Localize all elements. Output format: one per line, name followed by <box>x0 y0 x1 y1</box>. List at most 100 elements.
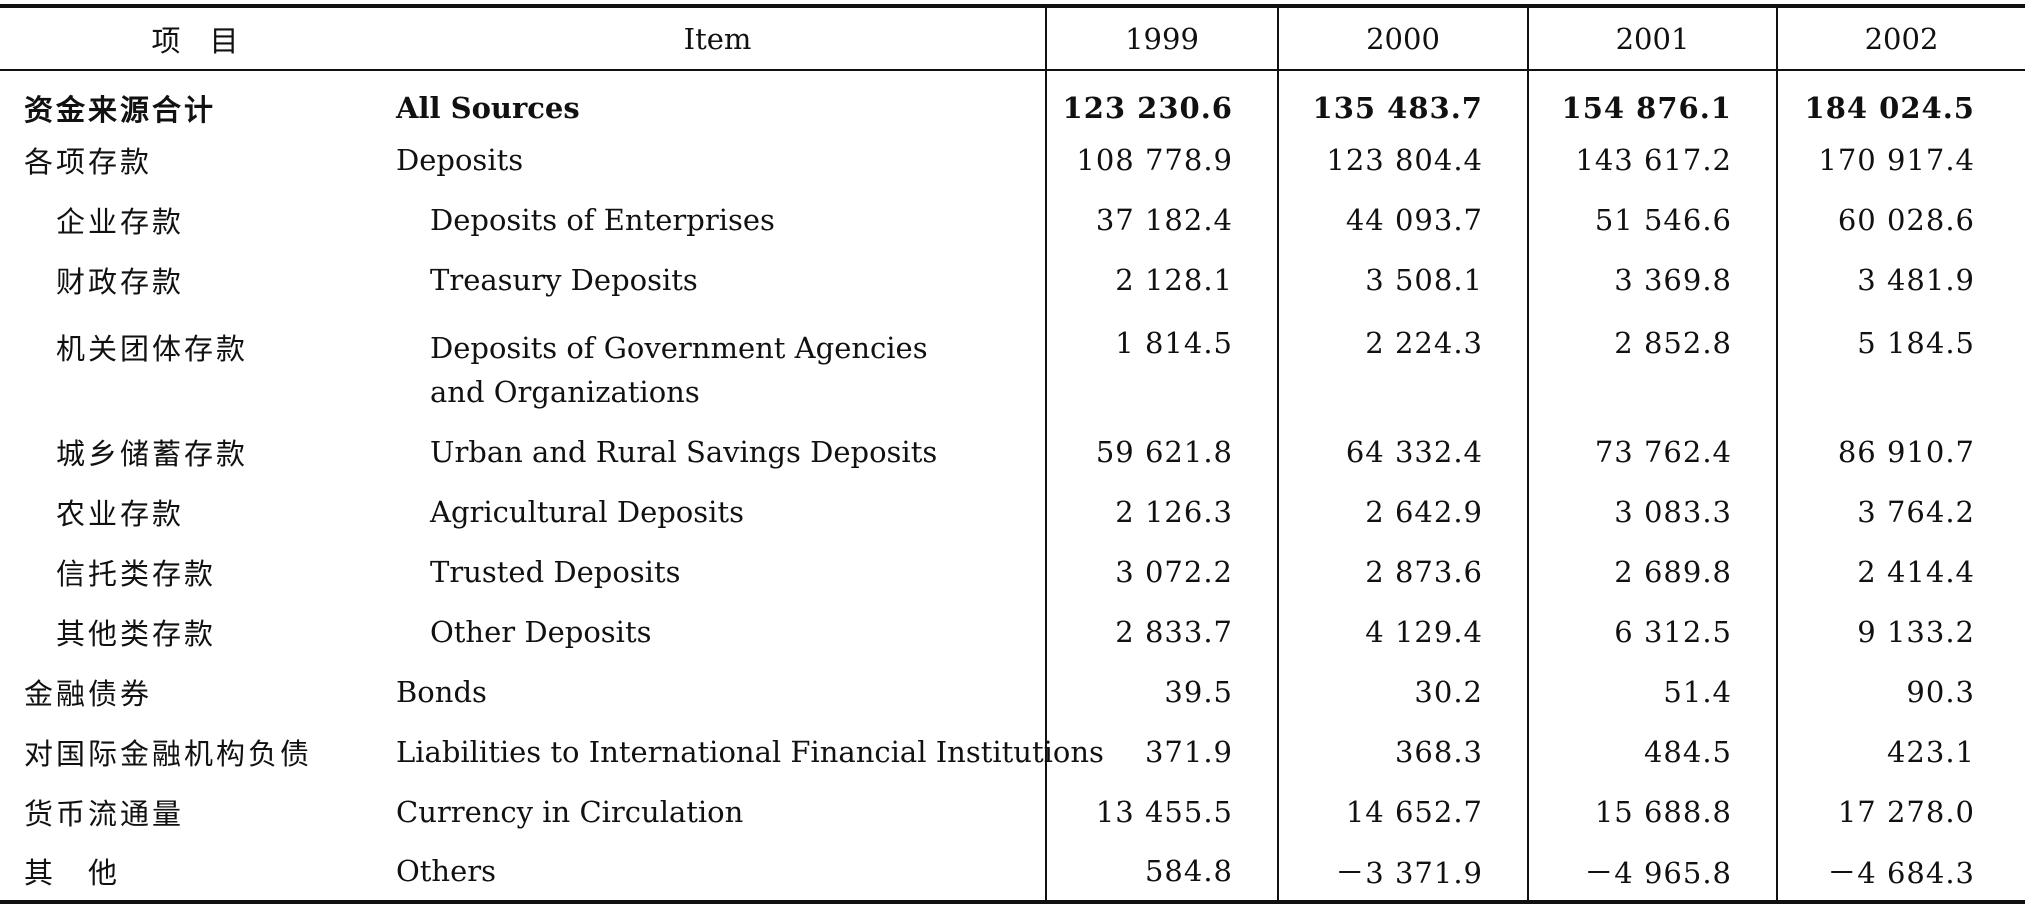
cell-2002: 2 414.4 <box>1776 542 2025 602</box>
cell-2001: 51 546.6 <box>1527 190 1777 250</box>
row-label-cn: 信托类存款 <box>56 557 217 591</box>
cell-1999: 39.5 <box>1045 662 1278 722</box>
cell-2002: 86 910.7 <box>1776 422 2025 482</box>
header-item-cn: 项 目 <box>0 4 390 71</box>
row-label-cn: 货币流通量 <box>24 797 185 831</box>
cell-2001: 2 852.8 <box>1527 310 1777 422</box>
cell-2000: 368.3 <box>1277 722 1528 782</box>
cell-2000: 30.2 <box>1277 662 1528 722</box>
cell-1999: 108 778.9 <box>1045 130 1278 190</box>
row-label-cn: 财政存款 <box>56 265 185 299</box>
cell-2002: 170 917.4 <box>1776 130 2025 190</box>
cell-2000: 14 652.7 <box>1277 782 1528 842</box>
cell-2002: 90.3 <box>1776 662 2025 722</box>
row-label-cn: 农业存款 <box>56 497 185 531</box>
header-year-2000: 2000 <box>1277 4 1528 71</box>
table-row: 货币流通量 Currency in Circulation 13 455.5 1… <box>0 782 2025 842</box>
row-label-en: Agricultural Deposits <box>430 495 744 529</box>
cell-2002: 184 024.5 <box>1776 70 2025 130</box>
cell-2002: 5 184.5 <box>1776 310 2025 422</box>
cell-1999: 2 126.3 <box>1045 482 1278 542</box>
row-label-en: Deposits of Enterprises <box>430 203 775 237</box>
row-label-cn: 企业存款 <box>56 205 185 239</box>
cell-2000: 2 873.6 <box>1277 542 1528 602</box>
row-label-en: Liabilities to International Financial I… <box>396 735 1104 769</box>
row-label-cn: 其 他 <box>0 842 390 904</box>
table-row: 农业存款 Agricultural Deposits 2 126.3 2 642… <box>0 482 2025 542</box>
cell-1999: 371.9 <box>1045 722 1278 782</box>
header-year-1999: 1999 <box>1045 4 1278 71</box>
cell-1999: 584.8 <box>1045 842 1278 904</box>
table-row: 其 他 Others 584.8 －3 371.9 －4 965.8 －4 68… <box>0 842 2025 904</box>
cell-2001: －4 965.8 <box>1527 842 1777 904</box>
cell-1999: 59 621.8 <box>1045 422 1278 482</box>
table-row: 财政存款 Treasury Deposits 2 128.1 3 508.1 3… <box>0 250 2025 310</box>
cell-2002: 9 133.2 <box>1776 602 2025 662</box>
header-row: 项 目 Item 1999 2000 2001 2002 <box>0 4 2025 71</box>
cell-2001: 3 369.8 <box>1527 250 1777 310</box>
table-row: 机关团体存款 Deposits of Government Agencies a… <box>0 310 2025 422</box>
cell-2001: 3 083.3 <box>1527 482 1777 542</box>
cell-2000: 2 224.3 <box>1277 310 1528 422</box>
row-label-en: Urban and Rural Savings Deposits <box>430 435 938 469</box>
cell-1999: 1 814.5 <box>1045 310 1278 422</box>
table-row: 城乡储蓄存款 Urban and Rural Savings Deposits … <box>0 422 2025 482</box>
row-label-en: Treasury Deposits <box>430 263 698 297</box>
cell-2002: 60 028.6 <box>1776 190 2025 250</box>
row-label-en: Deposits <box>396 143 524 177</box>
row-label-cn: 城乡储蓄存款 <box>56 437 249 471</box>
cell-1999: 3 072.2 <box>1045 542 1278 602</box>
cell-2001: 15 688.8 <box>1527 782 1777 842</box>
cell-2001: 6 312.5 <box>1527 602 1777 662</box>
cell-2000: 123 804.4 <box>1277 130 1528 190</box>
cell-2000: 135 483.7 <box>1277 70 1528 130</box>
row-label-cn: 对国际金融机构负债 <box>24 737 313 771</box>
row-label-en: Trusted Deposits <box>430 555 681 589</box>
row-label-cn: 资金来源合计 <box>24 92 217 127</box>
table-row: 企业存款 Deposits of Enterprises 37 182.4 44… <box>0 190 2025 250</box>
cell-2001: 143 617.2 <box>1527 130 1777 190</box>
row-label-en: Bonds <box>396 675 487 709</box>
cell-2000: －3 371.9 <box>1277 842 1528 904</box>
cell-2000: 3 508.1 <box>1277 250 1528 310</box>
row-label-en: Other Deposits <box>430 615 652 649</box>
sources-of-funds-table: 项 目 Item 1999 2000 2001 2002 资金来源合计 All … <box>0 4 2025 904</box>
row-label-cn: 各项存款 <box>24 145 153 179</box>
cell-2002: 3 764.2 <box>1776 482 2025 542</box>
cell-2001: 73 762.4 <box>1527 422 1777 482</box>
cell-2001: 2 689.8 <box>1527 542 1777 602</box>
cell-2001: 484.5 <box>1527 722 1777 782</box>
row-label-en: Currency in Circulation <box>396 795 744 829</box>
cell-2002: 17 278.0 <box>1776 782 2025 842</box>
table-row: 资金来源合计 All Sources 123 230.6 135 483.7 1… <box>0 70 2025 130</box>
row-label-cn: 其他类存款 <box>56 617 217 651</box>
cell-1999: 37 182.4 <box>1045 190 1278 250</box>
cell-2002: 423.1 <box>1776 722 2025 782</box>
table-row: 对国际金融机构负债 Liabilities to International F… <box>0 722 2025 782</box>
row-label-en: Others <box>390 842 1046 904</box>
cell-2002: －4 684.3 <box>1776 842 2025 904</box>
cell-2002: 3 481.9 <box>1776 250 2025 310</box>
cell-2000: 44 093.7 <box>1277 190 1528 250</box>
table-row: 其他类存款 Other Deposits 2 833.7 4 129.4 6 3… <box>0 602 2025 662</box>
header-year-2002: 2002 <box>1776 4 2025 71</box>
cell-2001: 154 876.1 <box>1527 70 1777 130</box>
row-label-en: All Sources <box>396 90 580 125</box>
cell-2000: 64 332.4 <box>1277 422 1528 482</box>
table-row: 各项存款 Deposits 108 778.9 123 804.4 143 61… <box>0 130 2025 190</box>
cell-1999: 123 230.6 <box>1045 70 1278 130</box>
row-label-cn: 金融债券 <box>24 677 153 711</box>
row-label-en: Deposits of Government Agencies and Orga… <box>390 310 1046 422</box>
row-label-en-text: Deposits of Government Agencies and Orga… <box>430 331 928 409</box>
cell-1999: 2 128.1 <box>1045 250 1278 310</box>
header-year-2001: 2001 <box>1527 4 1777 71</box>
row-label-cn: 机关团体存款 <box>56 332 249 366</box>
cell-2000: 4 129.4 <box>1277 602 1528 662</box>
table-row: 信托类存款 Trusted Deposits 3 072.2 2 873.6 2… <box>0 542 2025 602</box>
table-row: 金融债券 Bonds 39.5 30.2 51.4 90.3 <box>0 662 2025 722</box>
cell-1999: 2 833.7 <box>1045 602 1278 662</box>
cell-2000: 2 642.9 <box>1277 482 1528 542</box>
cell-2001: 51.4 <box>1527 662 1777 722</box>
header-item-en: Item <box>390 4 1046 71</box>
